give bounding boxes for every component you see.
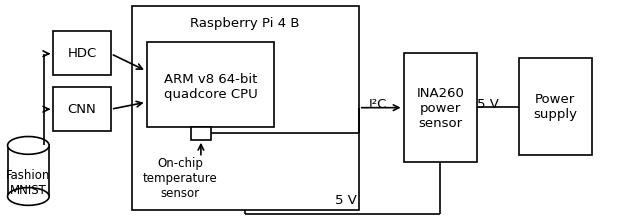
Text: On-chip
temperature
sensor: On-chip temperature sensor (143, 157, 217, 200)
FancyBboxPatch shape (147, 42, 275, 127)
FancyBboxPatch shape (53, 87, 111, 131)
Text: 5 V: 5 V (335, 194, 357, 207)
Text: I²C: I²C (369, 98, 387, 111)
Text: INA260
power
sensor: INA260 power sensor (417, 87, 464, 130)
Text: HDC: HDC (67, 47, 97, 60)
Text: Fashion
MNIST: Fashion MNIST (6, 169, 51, 197)
FancyBboxPatch shape (132, 6, 359, 210)
Text: ARM v8 64-bit
quadcore CPU: ARM v8 64-bit quadcore CPU (164, 73, 257, 101)
FancyBboxPatch shape (53, 31, 111, 75)
FancyBboxPatch shape (518, 58, 592, 155)
Text: 5 V: 5 V (477, 98, 499, 111)
FancyBboxPatch shape (403, 53, 477, 162)
Ellipse shape (8, 137, 49, 154)
Text: Power
supply: Power supply (533, 93, 577, 121)
Text: CNN: CNN (68, 103, 97, 116)
Text: Raspberry Pi 4 B: Raspberry Pi 4 B (190, 17, 300, 30)
Ellipse shape (8, 188, 49, 205)
FancyBboxPatch shape (8, 145, 49, 196)
FancyBboxPatch shape (191, 127, 211, 140)
